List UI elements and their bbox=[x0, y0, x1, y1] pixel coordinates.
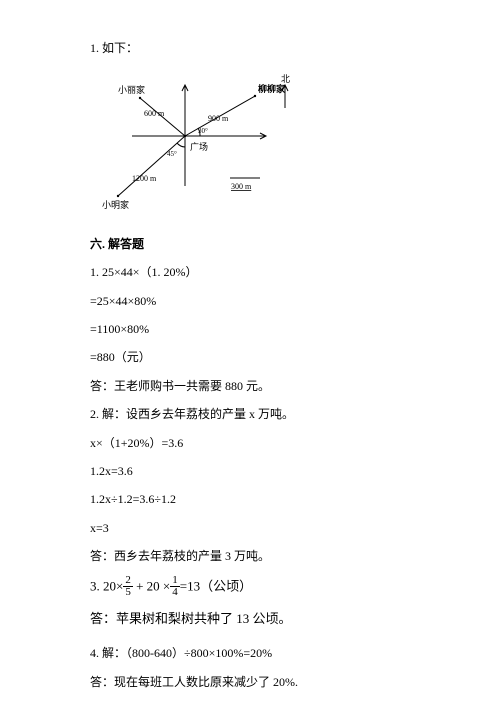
label-xiaoli: 小丽家 bbox=[118, 84, 145, 95]
q2-ans: 答：西乡去年荔枝的产量 3 万吨。 bbox=[90, 548, 430, 565]
q3-p1: 20× bbox=[103, 579, 123, 594]
q1-l1: 1. 25×44×（1. 20%） bbox=[90, 264, 430, 281]
fraction-1-4: 14 bbox=[170, 575, 180, 598]
label-600: 600 m bbox=[144, 109, 165, 118]
label-900: 900 m bbox=[208, 114, 229, 123]
label-300: 300 m bbox=[231, 182, 252, 191]
fraction-2-5: 25 bbox=[123, 575, 133, 598]
label-guang: 广场 bbox=[190, 141, 208, 152]
q3-p3: =13（公顷） bbox=[180, 579, 252, 594]
q2-l2: x×（1+20%）=3.6 bbox=[90, 435, 430, 452]
label-north: 北 bbox=[281, 74, 290, 84]
label-liuliu: 柳柳家 bbox=[258, 83, 286, 94]
q1-l4: =880（元） bbox=[90, 349, 430, 366]
label-45: 45° bbox=[167, 150, 177, 158]
label-1200: 1200 m bbox=[132, 174, 157, 183]
q3-prefix: 3. bbox=[90, 579, 103, 594]
q1-ans: 答：王老师购书一共需要 880 元。 bbox=[90, 378, 430, 395]
q3-expr: 3. 20×25 + 20 ×14=13（公顷） bbox=[90, 576, 430, 599]
q4-l1: 4. 解：（800-640）÷800×100%=20% bbox=[90, 645, 430, 662]
q3-p2: + 20 × bbox=[133, 579, 170, 594]
q3-ans: 答：苹果树和梨树共种了 13 公顷。 bbox=[90, 610, 430, 629]
q2-l4: 1.2x÷1.2=3.6÷1.2 bbox=[90, 491, 430, 508]
q2-l1: 2. 解：设西乡去年荔枝的产量 x 万吨。 bbox=[90, 406, 430, 423]
p1: 1. 如下： bbox=[90, 40, 430, 57]
q2-l3: 1.2x=3.6 bbox=[90, 463, 430, 480]
section-6-title: 六. 解答题 bbox=[90, 236, 430, 253]
q2-l5: x=3 bbox=[90, 520, 430, 537]
label-xiaoming: 小明家 bbox=[102, 199, 129, 210]
document-page: 1. 如下： bbox=[0, 0, 500, 722]
q1-l3: =1100×80% bbox=[90, 321, 430, 338]
q1-l2: =25×44×80% bbox=[90, 293, 430, 310]
direction-diagram: 小丽家 柳柳家 小明家 广场 北 600 m 900 m 1200 m 300 … bbox=[100, 68, 430, 223]
q4-ans: 答：现在每班工人数比原来减少了 20%. bbox=[90, 674, 430, 691]
label-30: 30° bbox=[198, 127, 208, 135]
